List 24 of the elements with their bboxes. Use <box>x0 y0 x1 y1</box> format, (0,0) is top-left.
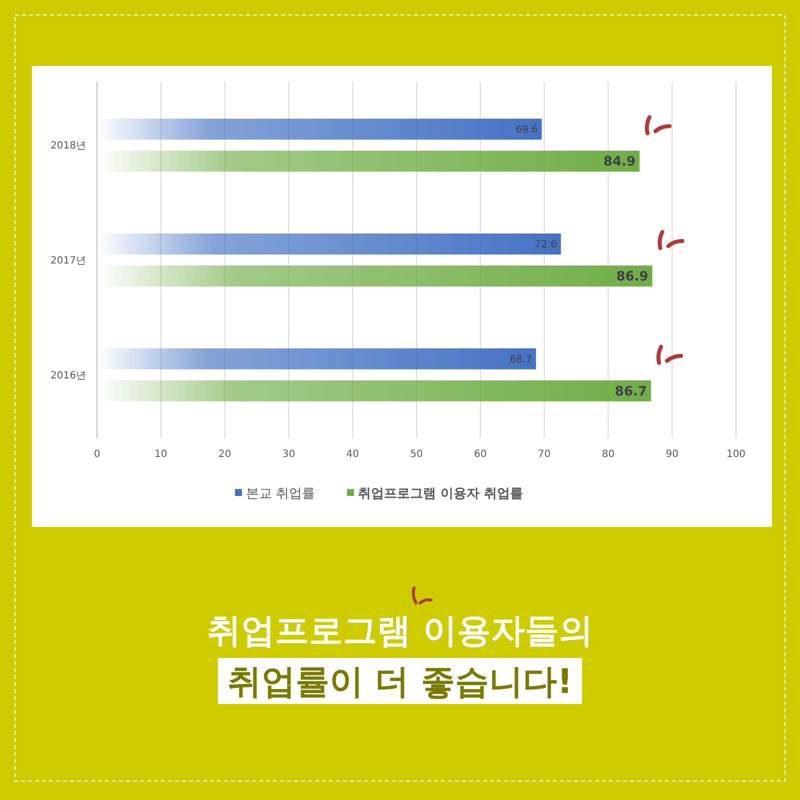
x-tick-label: 100 <box>726 449 746 460</box>
x-tick-label: 40 <box>346 449 359 460</box>
data-label: 86.7 <box>614 384 648 400</box>
text: 취업프로그램 이용자들의 <box>207 610 593 651</box>
x-tick-label: 70 <box>538 449 551 460</box>
x-tick-label: 50 <box>410 449 423 460</box>
x-tick-label: 10 <box>154 449 168 460</box>
data-label: 68.7 <box>510 354 532 366</box>
data-label: 84.9 <box>603 154 636 170</box>
data-label: 72.6 <box>534 240 557 250</box>
text: 취업률이 더 좋습니다! <box>227 662 573 702</box>
x-tick-label: 60 <box>474 449 487 460</box>
y-tick-label: 2016년 <box>50 370 86 382</box>
y-tick-label: 2018년 <box>50 140 86 152</box>
x-tick-label: 20 <box>218 449 232 460</box>
x-tick-label: 90 <box>666 449 678 460</box>
y-tick-label: 2017년 <box>50 256 86 266</box>
data-label: 69.6 <box>515 124 538 136</box>
legend-label: 취업프로그램 이용자 취업률 <box>358 486 524 502</box>
legend-label: 본교 취업률 <box>246 486 316 502</box>
x-tick-label: 30 <box>282 449 296 460</box>
x-tick-label: 0 <box>94 449 100 460</box>
data-label: 86.9 <box>616 270 648 285</box>
x-tick-label: 80 <box>602 449 615 460</box>
